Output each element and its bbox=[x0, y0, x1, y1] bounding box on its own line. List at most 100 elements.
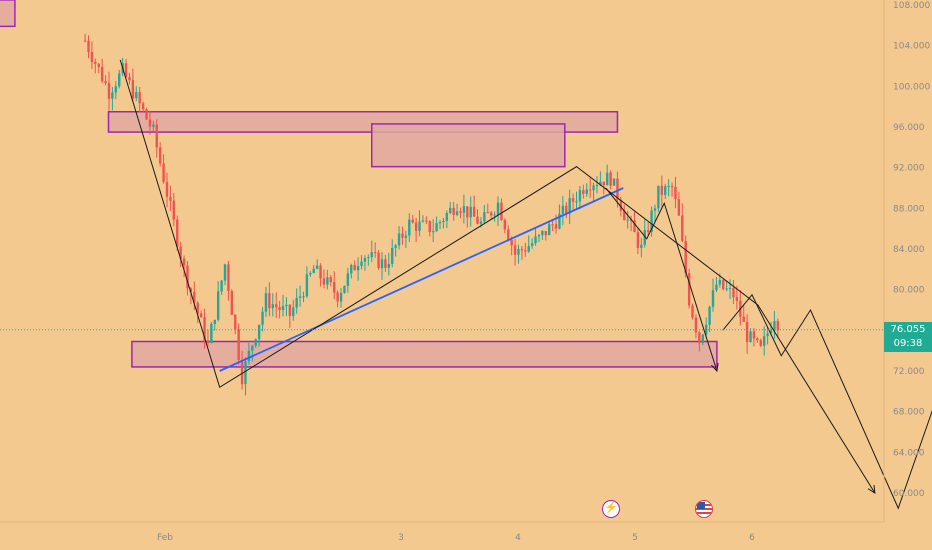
candle-body bbox=[370, 252, 373, 258]
price-zone-rectangle[interactable] bbox=[0, 0, 16, 28]
candle-body bbox=[408, 219, 411, 236]
candle-body bbox=[677, 199, 681, 216]
candle-body bbox=[633, 220, 636, 233]
candle-body bbox=[602, 181, 605, 186]
price-axis[interactable]: 108.000 104.000 100.000 96.000 92.000 88.000 8… bbox=[893, 1, 930, 499]
candle-body bbox=[694, 317, 698, 333]
time-axis[interactable]: 30Feb3456810 bbox=[0, 533, 932, 543]
time-tick-label: Feb bbox=[157, 533, 173, 543]
candle-body bbox=[766, 333, 769, 337]
price-tick-label: 100.000 bbox=[893, 82, 930, 92]
candle-body bbox=[138, 91, 141, 104]
candle-body bbox=[425, 220, 428, 222]
candle-body bbox=[578, 190, 582, 202]
candle-body bbox=[534, 236, 537, 244]
candle-body bbox=[698, 332, 701, 344]
candle-body bbox=[466, 206, 469, 218]
candle-body bbox=[551, 224, 554, 226]
candle-body bbox=[575, 201, 578, 203]
candle-body bbox=[435, 223, 438, 232]
time-tick-label: 6 bbox=[749, 533, 755, 543]
candle-body bbox=[404, 235, 408, 238]
candle-body bbox=[527, 246, 530, 252]
candle-body bbox=[749, 331, 752, 342]
candle-body bbox=[223, 264, 227, 281]
candle-body bbox=[599, 181, 602, 185]
candle-body bbox=[118, 73, 121, 87]
candle-body bbox=[186, 265, 189, 289]
blue-trendline[interactable] bbox=[219, 187, 624, 372]
candle-body bbox=[411, 219, 414, 223]
candle-body bbox=[537, 235, 541, 237]
candle-body bbox=[421, 220, 425, 222]
us-flag-icon[interactable] bbox=[695, 500, 713, 518]
candle-body bbox=[759, 340, 762, 346]
candle-body bbox=[247, 350, 251, 362]
price-tick-label: 72.000 bbox=[893, 367, 925, 377]
candle-body bbox=[609, 172, 612, 186]
candle-body bbox=[210, 323, 213, 343]
candle-body bbox=[234, 314, 237, 330]
candle-body bbox=[240, 360, 244, 385]
projection-path[interactable] bbox=[119, 59, 876, 494]
candle-body bbox=[643, 230, 646, 245]
candle-body bbox=[158, 147, 162, 164]
candle-body bbox=[220, 280, 223, 292]
candle-body bbox=[254, 339, 257, 346]
projection-path-drawings[interactable] bbox=[119, 59, 932, 510]
candle-body bbox=[725, 288, 728, 290]
candle-body bbox=[745, 321, 749, 342]
candle-body bbox=[165, 182, 169, 197]
price-tick-label: 60.000 bbox=[893, 489, 925, 499]
candle-body bbox=[657, 185, 660, 209]
projection-path[interactable] bbox=[605, 187, 718, 372]
price-zone-rectangle[interactable] bbox=[371, 123, 566, 168]
candle-body bbox=[189, 288, 193, 293]
lightning-icon[interactable]: ⚡ bbox=[602, 500, 620, 518]
candle-body bbox=[472, 206, 476, 217]
candle-body bbox=[684, 240, 687, 274]
candle-body bbox=[449, 207, 452, 214]
candle-body bbox=[708, 306, 711, 325]
projection-path[interactable] bbox=[722, 293, 932, 510]
candle-body bbox=[360, 261, 363, 266]
supply-demand-zones[interactable] bbox=[0, 0, 718, 368]
candle-body bbox=[455, 211, 459, 216]
trendline-drawings[interactable] bbox=[219, 187, 624, 372]
candle-body bbox=[182, 258, 186, 266]
candle-body bbox=[155, 124, 158, 148]
candle-body bbox=[732, 288, 735, 298]
price-tick-label: 92.000 bbox=[893, 164, 925, 174]
candle-body bbox=[199, 313, 203, 318]
candle-body bbox=[776, 321, 780, 331]
candle-body bbox=[285, 304, 288, 307]
candle-body bbox=[479, 221, 483, 224]
candle-body bbox=[588, 189, 592, 191]
candle-body bbox=[373, 252, 377, 254]
candle-body bbox=[111, 92, 114, 99]
candle-body bbox=[100, 67, 104, 82]
candle-body bbox=[571, 198, 575, 202]
candle-body bbox=[302, 296, 305, 298]
candle-body bbox=[636, 232, 640, 248]
candle-body bbox=[397, 233, 401, 246]
candle-body bbox=[442, 220, 445, 223]
candle-body bbox=[503, 220, 507, 230]
candle-body bbox=[674, 187, 677, 200]
candle-body bbox=[595, 184, 599, 186]
price-zone-rectangle[interactable] bbox=[131, 340, 718, 368]
candle-body bbox=[489, 212, 493, 216]
time-tick-label: 4 bbox=[515, 533, 521, 543]
candle-body bbox=[428, 220, 431, 233]
candle-body bbox=[462, 206, 466, 213]
time-tick-label: 5 bbox=[632, 533, 638, 543]
projection-arrowhead bbox=[711, 363, 719, 373]
price-tick-label: 96.000 bbox=[893, 123, 925, 133]
candle-body bbox=[401, 233, 404, 238]
candle-body bbox=[230, 291, 234, 315]
candle-body bbox=[507, 229, 510, 241]
candle-body bbox=[169, 196, 172, 201]
candle-body bbox=[728, 288, 732, 290]
candle-body bbox=[653, 208, 657, 211]
